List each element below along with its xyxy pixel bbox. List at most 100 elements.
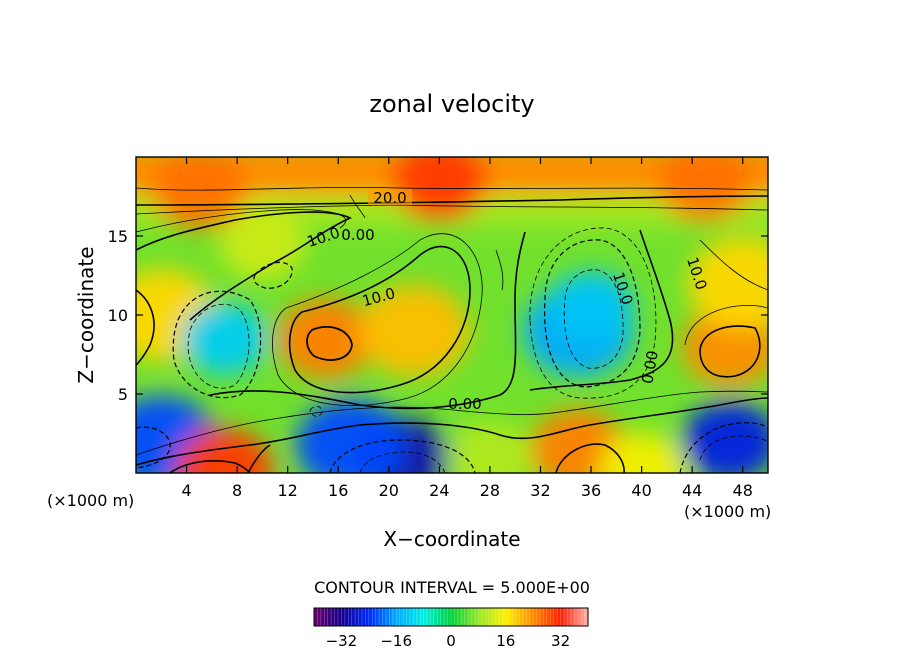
field-blob	[547, 271, 635, 344]
x-tick-label: 8	[232, 481, 242, 500]
contour-line	[699, 435, 768, 461]
contour-line	[699, 325, 761, 378]
plot-area: 20.0 10.0 0.00 10.0 10.0 10.0 0.00 0.00	[136, 157, 768, 473]
x-axis-label: X−coordinate	[383, 527, 520, 551]
y-axis-ticks: 5 10 15	[108, 227, 768, 404]
colorbar-cell	[451, 608, 456, 626]
contour-label: 0.00	[638, 349, 662, 385]
colorbar-cell	[557, 608, 562, 626]
colorbar-cell	[406, 608, 411, 626]
colorbar-cell	[516, 608, 521, 626]
field-blob	[219, 207, 306, 280]
x-tick-label: 4	[181, 481, 191, 500]
colorbar-cell	[461, 608, 466, 626]
colorbar-cell	[433, 608, 438, 626]
colorbar-cell	[570, 608, 575, 626]
colorbar-cell	[533, 608, 538, 626]
colorbar-tick-label: −16	[380, 632, 412, 650]
colorbar-cell	[317, 608, 322, 626]
y-tick-label: 10	[108, 306, 128, 325]
colorbar-cell	[522, 608, 527, 626]
field-blob	[277, 298, 374, 379]
colorbar-cell	[337, 608, 342, 626]
colorbar-cell	[327, 608, 332, 626]
contour-line	[272, 233, 483, 406]
contour-line	[679, 422, 768, 473]
x-tick-label: 12	[278, 481, 298, 500]
colorbar-cell	[464, 608, 469, 626]
field-blob	[682, 401, 768, 473]
y-tick-label: 5	[118, 385, 128, 404]
colorbar-cell	[444, 608, 449, 626]
colorbar-cell	[396, 608, 401, 626]
colorbar-cell	[519, 608, 524, 626]
colorbar-cell	[375, 608, 380, 626]
colorbar-cell	[512, 608, 517, 626]
colorbar-cell	[389, 608, 394, 626]
y-axis-label: Z−coordinate	[74, 246, 98, 383]
x-tick-label: 16	[328, 481, 348, 500]
contour-label: 0.00	[341, 226, 374, 244]
colorbar-cell	[509, 608, 514, 626]
contour-line	[306, 325, 353, 361]
contour-line	[529, 229, 674, 391]
field-blob	[598, 432, 685, 473]
contour-line	[543, 239, 641, 388]
colorbar-cell	[385, 608, 390, 626]
contour-line	[209, 231, 526, 410]
contour-line	[288, 245, 471, 394]
contour-line	[187, 303, 250, 389]
colorbar-cell	[361, 608, 366, 626]
colorbar-cell	[440, 608, 445, 626]
colorbar-cell	[529, 608, 534, 626]
colorbar-cell	[471, 608, 476, 626]
colorbar-cell	[488, 608, 493, 626]
colorbar-cell	[351, 608, 356, 626]
colorbar-cell	[427, 608, 432, 626]
colorbar-cell	[437, 608, 442, 626]
colorbar-cell	[498, 608, 503, 626]
colorbar-cell	[344, 608, 349, 626]
colorbar-cell	[372, 608, 377, 626]
colorbar-cell	[358, 608, 363, 626]
colorbar-cell	[543, 608, 548, 626]
field-blob	[181, 302, 268, 375]
contour-line	[684, 305, 768, 346]
colorbar-tick-label: 0	[446, 632, 456, 650]
colorbar-cell	[550, 608, 555, 626]
contour-line	[136, 186, 768, 191]
contour-line	[169, 460, 251, 473]
field-blob	[391, 157, 488, 221]
field-blob	[295, 398, 407, 473]
contour-line	[136, 195, 768, 206]
colorbar-cell	[492, 608, 497, 626]
colorbar-cell	[567, 608, 572, 626]
contour-line	[136, 426, 171, 469]
colorbar-cell	[320, 608, 325, 626]
colorbar-tick-label: 16	[496, 632, 515, 650]
contour-line	[563, 269, 624, 369]
contour-line	[329, 439, 476, 473]
colorbar-cell	[379, 608, 384, 626]
x-tick-label: 36	[581, 481, 601, 500]
field-blob	[151, 157, 248, 229]
colorbar-cell	[540, 608, 545, 626]
colorbar-cell	[495, 608, 500, 626]
colorbar-cell	[485, 608, 490, 626]
x-unit-label-left: (×1000 m)	[47, 491, 134, 510]
colorbar-cell	[581, 608, 586, 626]
colorbar-cell	[474, 608, 479, 626]
x-tick-label: 32	[530, 481, 550, 500]
colorbar-cell	[430, 608, 435, 626]
x-tick-label: 44	[682, 481, 702, 500]
colorbar-cell	[416, 608, 421, 626]
colorbar-cell	[536, 608, 541, 626]
colorbar-cell	[324, 608, 329, 626]
colorbar-cell	[553, 608, 558, 626]
x-tick-label: 40	[631, 481, 651, 500]
contour-line	[172, 290, 262, 399]
contour-line	[247, 444, 271, 473]
y-tick-label: 15	[108, 227, 128, 246]
contour-line	[309, 406, 323, 417]
